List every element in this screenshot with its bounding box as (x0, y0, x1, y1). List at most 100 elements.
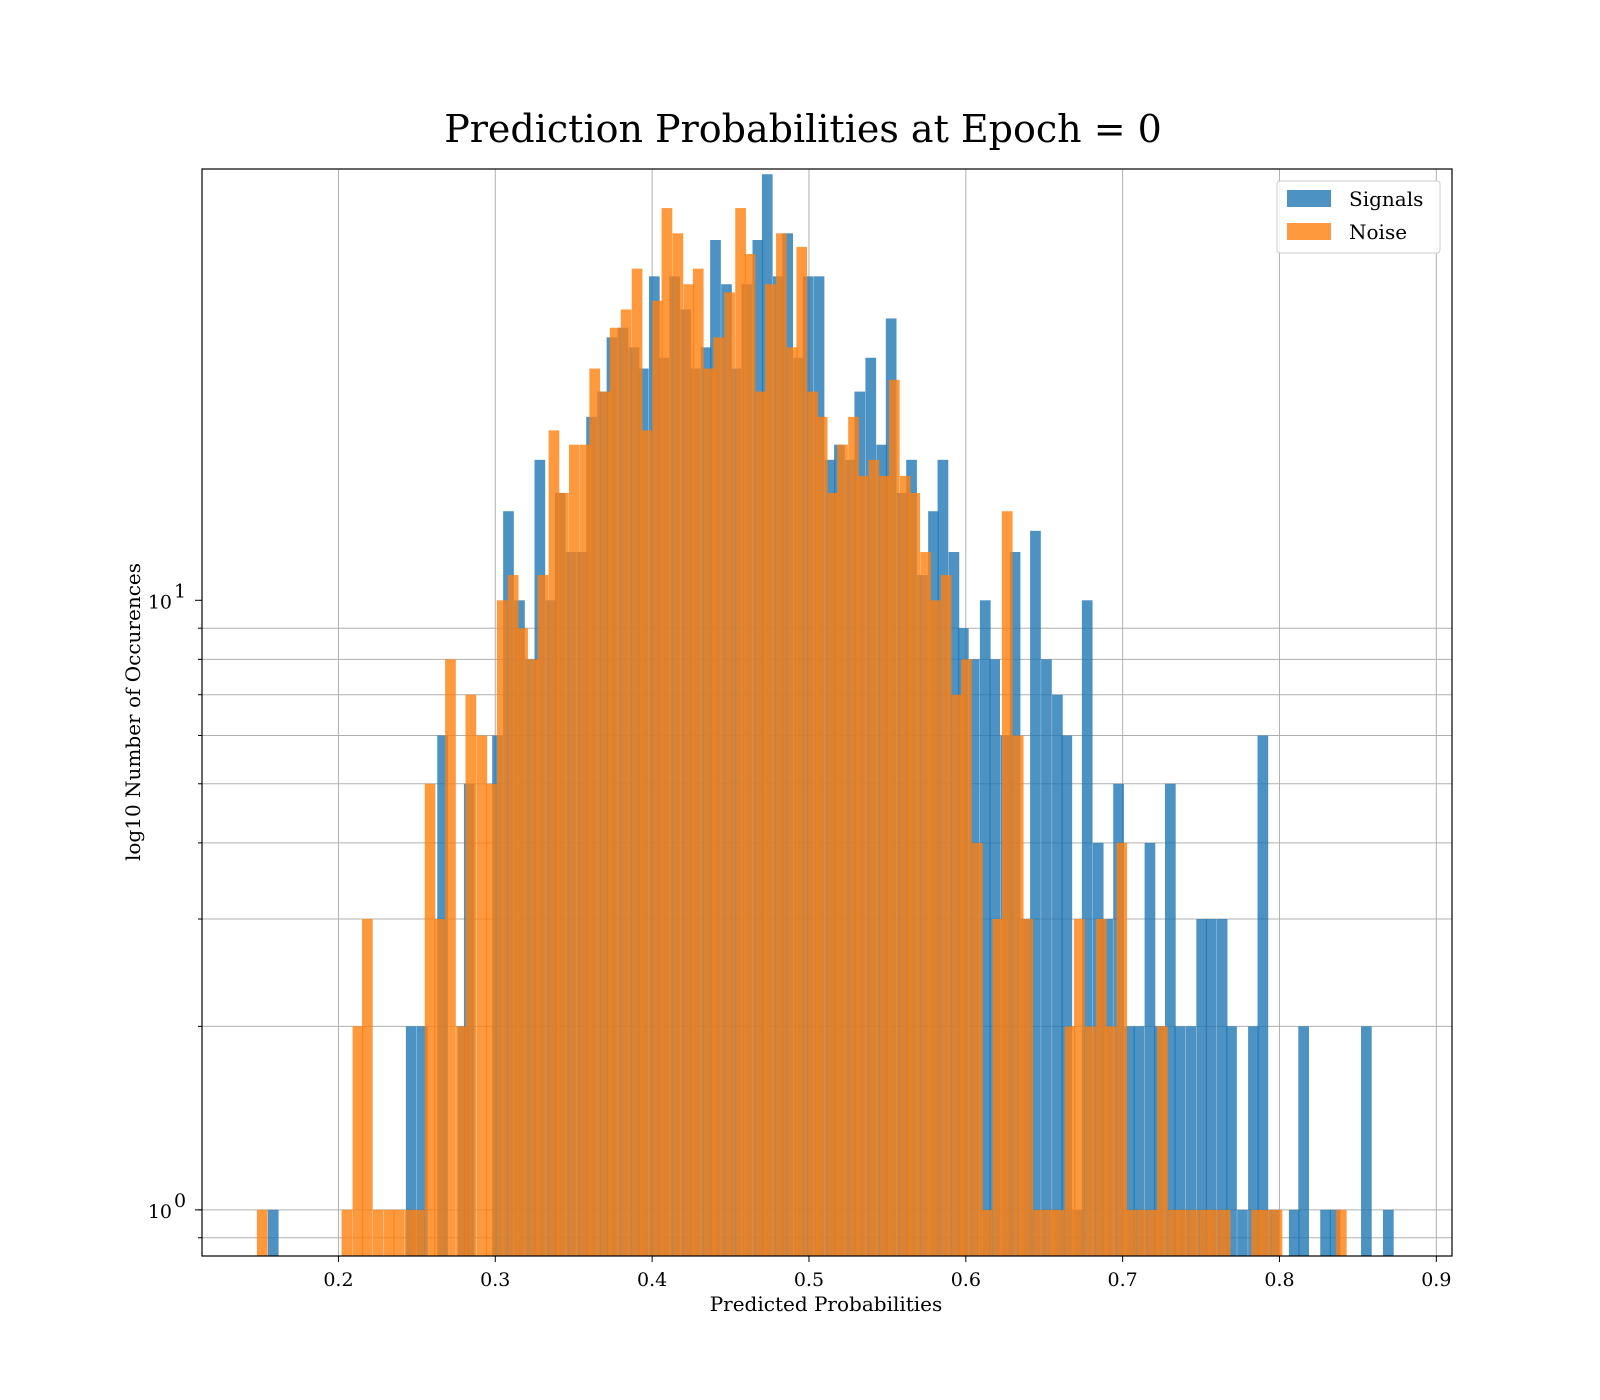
y-tick-label: 10 (148, 1201, 172, 1223)
histogram-bar (1124, 1026, 1135, 1256)
histogram-bar (1125, 1209, 1137, 1256)
histogram-bar (1199, 1209, 1211, 1256)
histogram-bar (496, 600, 508, 1256)
histogram-bar (888, 379, 900, 1256)
histogram-bar (600, 391, 612, 1256)
histogram-bar (1030, 530, 1041, 1256)
y-tick-exponent: 0 (174, 1190, 186, 1212)
histogram-bar (661, 208, 673, 1257)
legend-swatch-signals (1287, 190, 1331, 207)
x-tick-label: 0.3 (480, 1269, 510, 1291)
histogram-bar (1085, 1026, 1096, 1256)
histogram-bar (929, 600, 941, 1256)
histogram-bar (424, 783, 436, 1256)
histogram-bar (361, 919, 373, 1256)
histogram-bar (713, 337, 724, 1256)
histogram-bar (372, 1209, 384, 1256)
histogram-bar (1095, 919, 1107, 1256)
histogram-bar (951, 694, 963, 1256)
histogram-bar (920, 552, 932, 1256)
histogram-bar (899, 475, 911, 1256)
x-tick-label: 0.7 (1108, 1269, 1138, 1291)
histogram-bar (796, 246, 808, 1256)
histogram-bar (579, 444, 591, 1256)
histogram-bar (416, 1026, 428, 1256)
histogram-bar (641, 430, 652, 1256)
histogram-bar (692, 268, 704, 1256)
histogram-bar (476, 735, 488, 1256)
histogram-bar (837, 444, 848, 1256)
histogram-bar (807, 391, 819, 1256)
x-tick-label: 0.4 (637, 1269, 667, 1291)
histogram-bar (507, 575, 519, 1256)
histogram-bar (383, 1209, 395, 1256)
histogram-bar (1074, 919, 1085, 1256)
y-tick-exponent: 1 (174, 580, 186, 602)
histogram-bar (735, 208, 746, 1257)
histogram-bar (1105, 1026, 1117, 1256)
histogram-bar (1208, 1209, 1220, 1256)
histogram-bar (703, 368, 715, 1256)
histogram-bar (352, 1026, 364, 1256)
histogram-bar (1136, 1209, 1148, 1256)
histogram-bar (1061, 735, 1073, 1256)
histogram-bar (744, 253, 756, 1256)
histogram-bar (1133, 1026, 1145, 1256)
histogram-bar (1257, 735, 1269, 1256)
histogram-bar (848, 416, 859, 1256)
histogram-bar (1041, 659, 1052, 1256)
x-tick-label: 0.9 (1421, 1269, 1451, 1291)
histogram-bar (857, 475, 869, 1256)
histogram-bar (652, 300, 663, 1256)
histogram-bar (267, 1209, 279, 1256)
histogram-bar (1116, 842, 1128, 1256)
histogram-bar (972, 842, 983, 1256)
histogram-bar (1298, 1026, 1309, 1256)
histogram-bar (1216, 919, 1228, 1256)
histogram-bar (1144, 842, 1156, 1256)
histogram-bar (393, 1209, 405, 1256)
histogram-bar (1237, 1209, 1248, 1256)
histogram-bar (879, 475, 891, 1256)
histogram-bar (1382, 1209, 1394, 1256)
legend-swatch-noise (1287, 223, 1331, 240)
histogram-bar (992, 919, 1004, 1256)
histogram-bar (1168, 1209, 1179, 1256)
histogram-bar (456, 1026, 467, 1256)
histogram-bar (1164, 783, 1176, 1256)
histogram-bar (1196, 919, 1208, 1256)
histogram-bar (434, 919, 445, 1256)
histogram-bar (1219, 1209, 1231, 1256)
histogram-bar (776, 233, 787, 1256)
histogram-bar (827, 492, 839, 1257)
histogram-bar (1033, 1209, 1044, 1256)
histogram-bar (1157, 1026, 1168, 1256)
histogram-bar (1361, 1026, 1372, 1256)
histogram-bar (909, 492, 921, 1257)
histogram-bar (548, 430, 560, 1256)
legend-label-noise: Noise (1349, 220, 1407, 244)
x-tick-label: 0.6 (951, 1269, 981, 1291)
x-tick-label: 0.5 (794, 1269, 824, 1291)
series-noise (256, 208, 1347, 1257)
histogram-bar (413, 1209, 425, 1256)
histogram-bar (816, 416, 828, 1256)
histogram-bar (1064, 1026, 1076, 1256)
x-tick-label: 0.2 (323, 1269, 353, 1291)
histogram-bar (1174, 1026, 1186, 1256)
chart-title: Prediction Probabilities at Epoch = 0 (444, 107, 1162, 151)
histogram-bar (1147, 1209, 1159, 1256)
histogram-bar (724, 292, 735, 1256)
histogram-bar (1251, 1209, 1262, 1256)
histogram-bar (1260, 1209, 1272, 1256)
histogram-bar (868, 459, 880, 1257)
histogram-bar (1052, 694, 1063, 1256)
x-axis-label: Predicted Probabilities (710, 1292, 943, 1316)
histogram-bar (1205, 919, 1217, 1256)
y-tick-label: 10 (148, 591, 172, 613)
histogram-bar (683, 284, 695, 1256)
histogram-bar (1226, 1026, 1237, 1256)
x-axis-ticks: 0.2 0.3 0.4 0.5 0.6 0.7 0.8 0.9 (323, 1256, 1451, 1291)
histogram-bar (256, 1209, 268, 1256)
histogram-bar (341, 1209, 353, 1256)
